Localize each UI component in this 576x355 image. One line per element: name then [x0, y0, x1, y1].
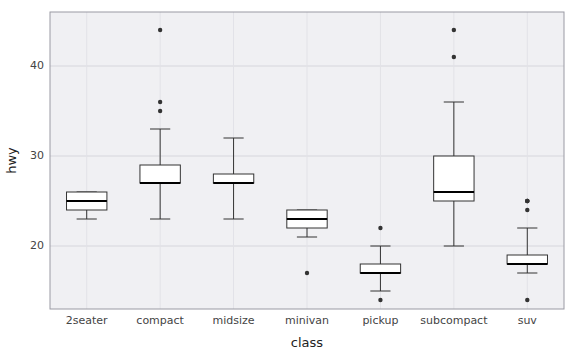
- whisker: [86, 210, 87, 219]
- grid-line: [307, 12, 308, 309]
- outlier: [378, 298, 382, 302]
- y-tick-label: 30: [30, 149, 44, 162]
- x-tick-label: minivan: [285, 314, 329, 327]
- box-group: [213, 138, 253, 219]
- whisker-cap: [444, 102, 464, 103]
- whisker: [233, 183, 234, 219]
- whisker: [527, 228, 528, 255]
- grid-line: [233, 12, 234, 309]
- x-tick-label: pickup: [362, 314, 398, 327]
- box: [67, 192, 107, 210]
- plot-frame: [50, 12, 564, 309]
- outlier: [525, 199, 529, 203]
- whisker: [527, 264, 528, 273]
- whisker-cap: [297, 237, 317, 238]
- median: [434, 191, 474, 193]
- x-tick-label: suv: [518, 314, 538, 327]
- outlier: [158, 109, 162, 113]
- outlier: [378, 226, 382, 230]
- plot-area: [50, 12, 564, 309]
- median: [213, 182, 253, 184]
- box-group: [67, 192, 107, 219]
- whisker: [160, 129, 161, 165]
- outlier: [525, 298, 529, 302]
- box-group: [434, 28, 474, 246]
- median: [287, 218, 327, 220]
- box: [287, 210, 327, 228]
- box-group: [507, 199, 547, 302]
- x-tick-label: subcompact: [420, 314, 488, 327]
- whisker: [307, 228, 308, 237]
- box: [213, 174, 253, 183]
- whisker-cap: [150, 129, 170, 130]
- y-tick-label: 20: [30, 239, 44, 252]
- x-axis-label: class: [291, 335, 323, 350]
- chart: 20 30 40 2seater compact midsize minivan pickup…: [0, 0, 576, 355]
- whisker-cap: [517, 273, 537, 274]
- box: [507, 255, 547, 264]
- whisker-cap: [150, 219, 170, 220]
- outlier: [158, 100, 162, 104]
- outlier: [452, 55, 456, 59]
- whisker-cap: [77, 219, 97, 220]
- whisker: [380, 273, 381, 291]
- boxes: [67, 28, 548, 302]
- whisker-cap: [444, 246, 464, 247]
- x-axis: 2seater compact midsize minivan pickup subcom…: [66, 314, 538, 327]
- box: [434, 156, 474, 201]
- outlier: [158, 28, 162, 32]
- whisker-cap: [223, 219, 243, 220]
- grid-line: [160, 12, 161, 309]
- whisker-cap: [370, 291, 390, 292]
- outlier: [525, 199, 529, 203]
- whisker: [453, 102, 454, 156]
- whisker: [453, 201, 454, 246]
- outlier: [525, 208, 529, 212]
- box-group: [140, 28, 180, 219]
- y-axis-label: hwy: [4, 147, 19, 174]
- grid-line: [86, 12, 87, 309]
- box-group: [287, 210, 327, 275]
- whisker-cap: [223, 138, 243, 139]
- outlier: [452, 28, 456, 32]
- whisker-cap: [517, 228, 537, 229]
- whisker: [160, 183, 161, 219]
- median: [507, 263, 547, 265]
- median: [140, 182, 180, 184]
- whisker: [380, 246, 381, 264]
- median: [360, 272, 400, 274]
- median: [67, 200, 107, 202]
- x-tick-label: compact: [136, 314, 184, 327]
- whisker: [233, 138, 234, 174]
- grid: [50, 12, 564, 309]
- y-tick-label: 40: [30, 59, 44, 72]
- outlier: [305, 271, 309, 275]
- box-group: [360, 226, 400, 302]
- x-tick-label: 2seater: [66, 314, 108, 327]
- whisker-cap: [370, 246, 390, 247]
- box: [140, 165, 180, 183]
- y-axis: 20 30 40: [30, 59, 44, 252]
- x-tick-label: midsize: [213, 314, 255, 327]
- outlier: [525, 199, 529, 203]
- box: [360, 264, 400, 273]
